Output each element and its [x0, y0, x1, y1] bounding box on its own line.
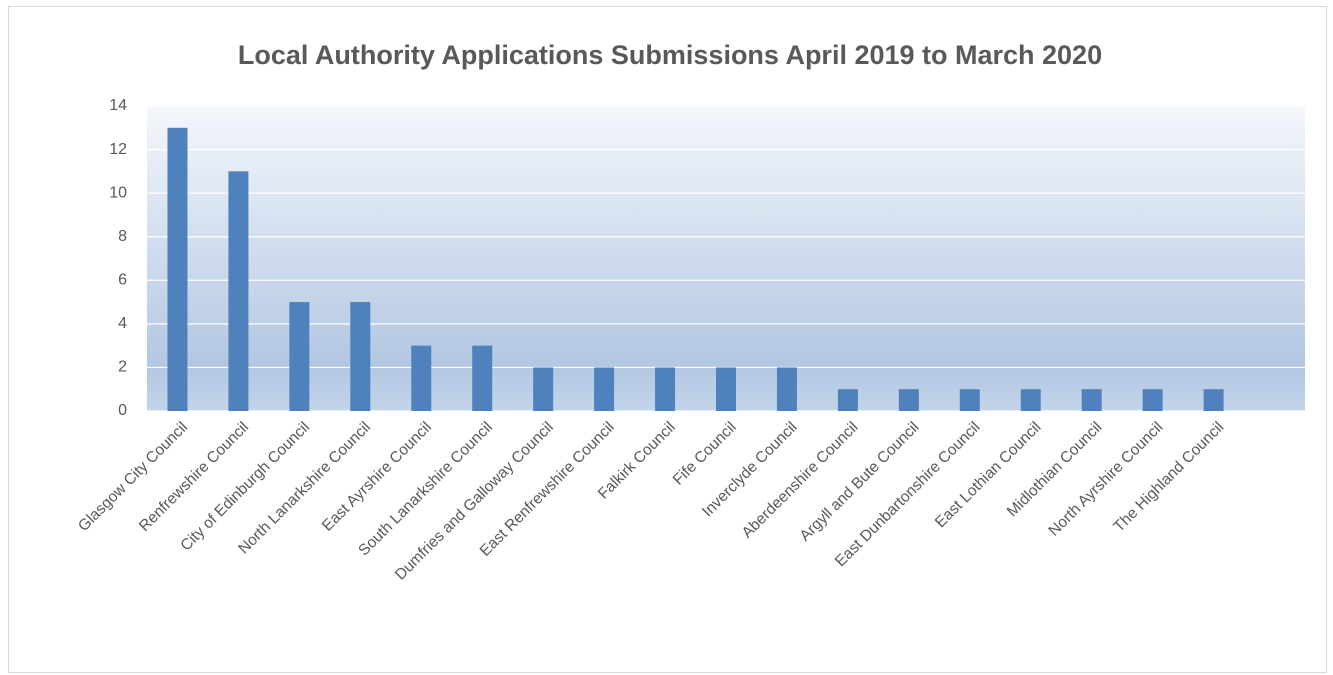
- bar: [228, 171, 249, 411]
- y-tick-label: 8: [118, 228, 127, 245]
- y-tick-label: 0: [118, 402, 127, 419]
- y-tick-label: 2: [118, 359, 127, 376]
- bar: [716, 367, 736, 411]
- bar: [167, 127, 188, 412]
- bar: [1020, 389, 1041, 411]
- bar: [533, 367, 554, 411]
- bar: [411, 345, 432, 411]
- bar: [959, 389, 980, 411]
- y-tick-label: 10: [109, 184, 127, 201]
- y-tick-label: 6: [118, 272, 127, 289]
- bar: [898, 389, 919, 411]
- bar: [1142, 389, 1163, 411]
- bar: [289, 302, 310, 411]
- y-tick-label: 12: [109, 141, 127, 158]
- chart-title: Local Authority Applications Submissions…: [238, 40, 1102, 70]
- bar: [1203, 389, 1224, 411]
- bar: [350, 302, 371, 411]
- bar: [1081, 389, 1102, 411]
- bar: [655, 367, 676, 411]
- y-tick-label: 4: [118, 315, 127, 332]
- bar: [472, 345, 493, 411]
- bar: [594, 367, 615, 411]
- bar: [837, 389, 858, 411]
- plot-area: [147, 106, 1305, 411]
- y-tick-label: 14: [109, 97, 127, 114]
- bar: [776, 367, 797, 411]
